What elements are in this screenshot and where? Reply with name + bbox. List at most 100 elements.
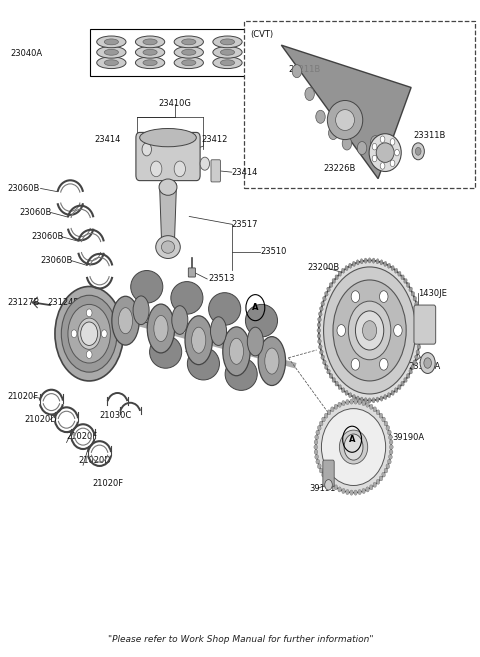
Circle shape xyxy=(325,480,332,490)
Text: 23311B: 23311B xyxy=(413,131,446,140)
Ellipse shape xyxy=(182,39,196,45)
Circle shape xyxy=(200,157,210,170)
Ellipse shape xyxy=(318,340,321,344)
Ellipse shape xyxy=(78,318,100,350)
Ellipse shape xyxy=(409,287,412,292)
Text: 23040A: 23040A xyxy=(11,49,43,58)
Ellipse shape xyxy=(327,480,331,484)
Ellipse shape xyxy=(373,407,376,412)
Ellipse shape xyxy=(373,482,376,487)
Ellipse shape xyxy=(386,426,390,430)
FancyBboxPatch shape xyxy=(323,460,334,487)
Ellipse shape xyxy=(319,260,420,401)
Ellipse shape xyxy=(333,280,406,381)
Ellipse shape xyxy=(376,259,379,264)
FancyBboxPatch shape xyxy=(188,268,195,277)
Circle shape xyxy=(292,64,301,78)
Ellipse shape xyxy=(398,271,401,276)
Ellipse shape xyxy=(135,47,165,58)
Ellipse shape xyxy=(159,179,177,195)
Text: 21020F: 21020F xyxy=(67,432,97,441)
Ellipse shape xyxy=(386,464,390,468)
Ellipse shape xyxy=(211,317,227,346)
Ellipse shape xyxy=(317,328,321,332)
Ellipse shape xyxy=(341,268,345,273)
Text: 23060B: 23060B xyxy=(19,208,52,217)
Ellipse shape xyxy=(370,404,373,409)
Circle shape xyxy=(328,127,338,139)
Ellipse shape xyxy=(143,39,157,45)
Ellipse shape xyxy=(372,258,375,263)
Ellipse shape xyxy=(316,459,320,464)
Ellipse shape xyxy=(387,430,391,435)
Text: 21020F: 21020F xyxy=(8,392,38,401)
Ellipse shape xyxy=(225,358,257,390)
Ellipse shape xyxy=(345,390,348,396)
Text: A: A xyxy=(349,435,355,443)
Ellipse shape xyxy=(366,487,369,492)
Ellipse shape xyxy=(411,365,415,369)
Ellipse shape xyxy=(68,304,110,363)
Circle shape xyxy=(380,136,385,143)
Ellipse shape xyxy=(376,410,380,415)
Ellipse shape xyxy=(104,39,119,45)
Ellipse shape xyxy=(334,485,337,490)
Ellipse shape xyxy=(174,47,204,58)
Ellipse shape xyxy=(362,488,365,493)
Ellipse shape xyxy=(182,49,196,55)
Ellipse shape xyxy=(362,401,365,406)
Ellipse shape xyxy=(133,296,149,325)
Ellipse shape xyxy=(338,402,341,407)
Text: 39190A: 39190A xyxy=(392,433,424,442)
Ellipse shape xyxy=(358,489,361,495)
Ellipse shape xyxy=(97,47,126,58)
Ellipse shape xyxy=(411,292,415,296)
Text: 23127B: 23127B xyxy=(8,298,40,307)
Ellipse shape xyxy=(360,397,363,402)
Ellipse shape xyxy=(342,488,345,493)
Ellipse shape xyxy=(316,430,320,435)
Ellipse shape xyxy=(401,381,404,386)
Ellipse shape xyxy=(320,307,323,311)
Ellipse shape xyxy=(387,263,391,268)
Ellipse shape xyxy=(417,312,421,316)
Ellipse shape xyxy=(409,369,412,374)
Ellipse shape xyxy=(317,334,321,338)
Ellipse shape xyxy=(324,267,416,394)
Ellipse shape xyxy=(379,476,383,481)
Ellipse shape xyxy=(317,426,321,430)
Circle shape xyxy=(420,353,435,373)
Text: 23200B: 23200B xyxy=(307,263,339,273)
Ellipse shape xyxy=(404,279,407,283)
Ellipse shape xyxy=(339,430,368,464)
Ellipse shape xyxy=(329,374,333,378)
Text: 23414: 23414 xyxy=(232,168,258,177)
Text: 23510: 23510 xyxy=(260,247,287,256)
Ellipse shape xyxy=(314,445,318,449)
Circle shape xyxy=(371,136,380,148)
Ellipse shape xyxy=(135,57,165,68)
Ellipse shape xyxy=(345,265,348,271)
Ellipse shape xyxy=(319,468,323,473)
Ellipse shape xyxy=(389,440,393,444)
Ellipse shape xyxy=(332,378,336,382)
Ellipse shape xyxy=(398,385,401,390)
Ellipse shape xyxy=(150,336,182,368)
Ellipse shape xyxy=(384,394,387,399)
Ellipse shape xyxy=(338,487,341,492)
Ellipse shape xyxy=(382,417,385,422)
Ellipse shape xyxy=(220,60,235,66)
Ellipse shape xyxy=(352,261,355,266)
Ellipse shape xyxy=(229,338,243,365)
Circle shape xyxy=(355,311,384,350)
Text: 23517: 23517 xyxy=(232,220,258,229)
Ellipse shape xyxy=(314,449,318,454)
Ellipse shape xyxy=(388,435,392,440)
Ellipse shape xyxy=(247,327,264,356)
Ellipse shape xyxy=(419,328,422,332)
Ellipse shape xyxy=(376,143,394,162)
Circle shape xyxy=(390,139,395,145)
Ellipse shape xyxy=(360,259,363,264)
Ellipse shape xyxy=(395,388,397,393)
Circle shape xyxy=(372,143,377,150)
